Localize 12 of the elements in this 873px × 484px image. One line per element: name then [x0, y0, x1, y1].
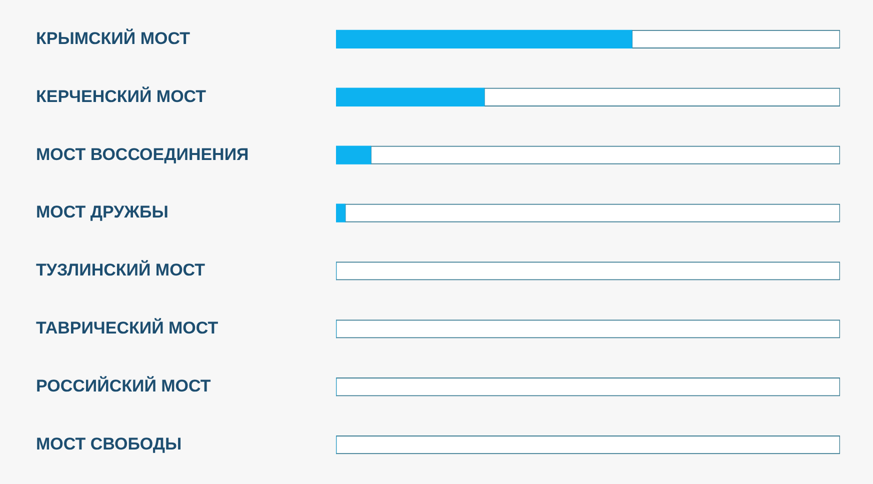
bar — [336, 30, 632, 49]
y-tick-label: КЕРЧЕНСКИЙ МОСТ — [36, 86, 207, 106]
bar — [336, 204, 346, 222]
y-tick-label: МОСТ СВОБОДЫ — [36, 434, 182, 454]
y-tick-label: МОСТ ДРУЖБЫ — [36, 202, 168, 222]
y-tick-label: МОСТ ВОССОЕДИНЕНИЯ — [36, 144, 249, 164]
y-tick-label: РОССИЙСКИЙ МОСТ — [36, 376, 212, 396]
bar — [336, 146, 372, 164]
y-tick-label: КРЫМСКИЙ МОСТ — [36, 28, 191, 48]
bar — [336, 88, 485, 106]
y-tick-label: ТАВРИЧЕСКИЙ МОСТ — [36, 318, 219, 338]
y-tick-label: ТУЗЛИНСКИЙ МОСТ — [36, 260, 206, 280]
